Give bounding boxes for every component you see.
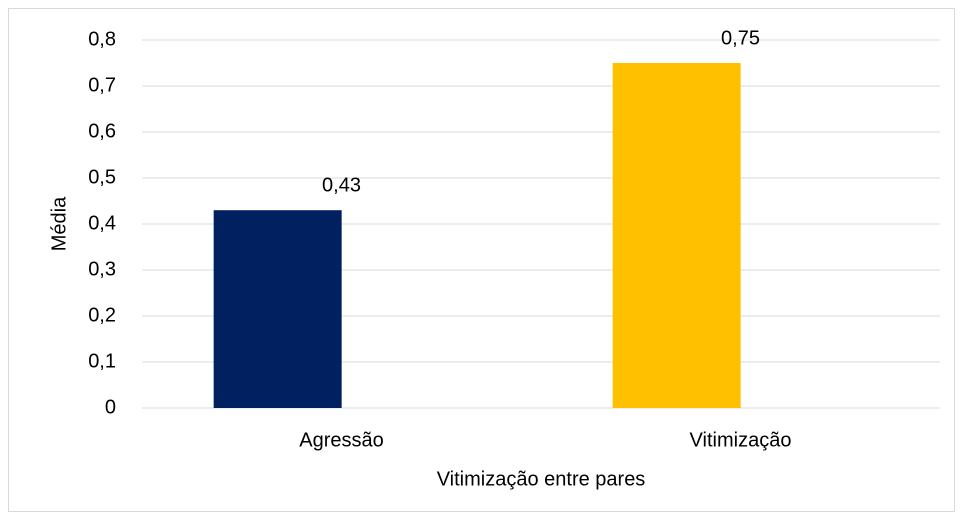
y-tick-label: 0,3 (88, 258, 116, 280)
y-tick-label: 0 (105, 396, 116, 418)
y-tick-label: 0,6 (88, 120, 116, 142)
y-tick-label: 0,8 (88, 28, 116, 50)
y-tick-label: 0,2 (88, 304, 116, 326)
x-axis-title: Vitimização entre pares (437, 468, 646, 490)
y-axis-title: Média (48, 196, 70, 251)
chart-border (8, 8, 955, 512)
bar (612, 63, 741, 408)
bar (213, 210, 342, 408)
data-label: 0,43 (322, 174, 361, 196)
x-tick-label: Vitimização (690, 429, 792, 451)
y-tick-label: 0,1 (88, 350, 116, 372)
y-tick-label: 0,7 (88, 74, 116, 96)
data-label: 0,75 (721, 27, 760, 49)
x-tick-label: Agressão (299, 429, 384, 451)
y-tick-label: 0,5 (88, 166, 116, 188)
y-tick-label: 0,4 (88, 212, 116, 234)
